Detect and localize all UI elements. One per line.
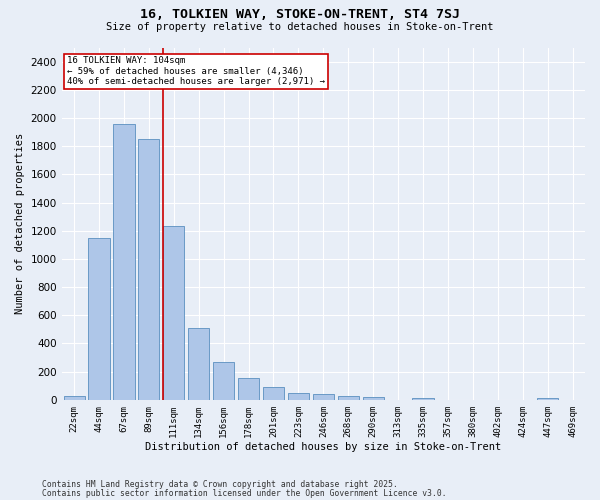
Text: 16, TOLKIEN WAY, STOKE-ON-TRENT, ST4 7SJ: 16, TOLKIEN WAY, STOKE-ON-TRENT, ST4 7SJ	[140, 8, 460, 20]
Bar	[188, 328, 209, 400]
Text: Size of property relative to detached houses in Stoke-on-Trent: Size of property relative to detached ho…	[106, 22, 494, 32]
Bar	[313, 394, 334, 400]
Bar	[412, 398, 434, 400]
Bar	[362, 398, 384, 400]
Bar	[88, 238, 110, 400]
Bar	[238, 378, 259, 400]
Text: 16 TOLKIEN WAY: 104sqm
← 59% of detached houses are smaller (4,346)
40% of semi-: 16 TOLKIEN WAY: 104sqm ← 59% of detached…	[67, 56, 325, 86]
Bar	[338, 396, 359, 400]
Text: Contains HM Land Registry data © Crown copyright and database right 2025.: Contains HM Land Registry data © Crown c…	[42, 480, 398, 489]
Bar	[113, 124, 134, 400]
Y-axis label: Number of detached properties: Number of detached properties	[15, 133, 25, 314]
Bar	[537, 398, 558, 400]
X-axis label: Distribution of detached houses by size in Stoke-on-Trent: Distribution of detached houses by size …	[145, 442, 502, 452]
Bar	[213, 362, 234, 400]
Bar	[288, 393, 309, 400]
Bar	[138, 139, 160, 400]
Text: Contains public sector information licensed under the Open Government Licence v3: Contains public sector information licen…	[42, 489, 446, 498]
Bar	[263, 387, 284, 400]
Bar	[163, 226, 184, 400]
Bar	[64, 396, 85, 400]
